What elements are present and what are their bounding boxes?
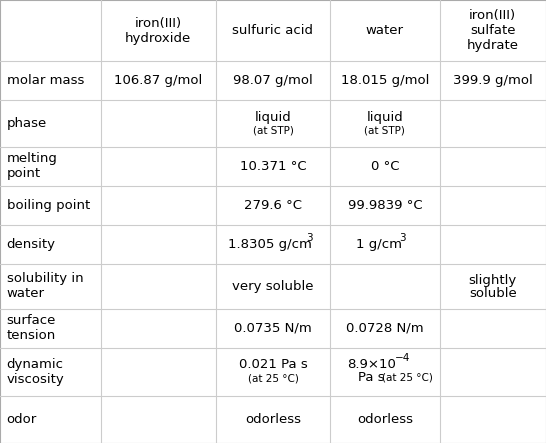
Text: 98.07 g/mol: 98.07 g/mol xyxy=(233,74,313,87)
Text: liquid: liquid xyxy=(254,111,292,124)
Text: 3: 3 xyxy=(306,233,313,243)
Text: water: water xyxy=(366,24,404,37)
Text: boiling point: boiling point xyxy=(7,199,90,212)
Text: 1.8305 g/cm: 1.8305 g/cm xyxy=(228,238,312,251)
Text: 0.021 Pa s: 0.021 Pa s xyxy=(239,358,307,371)
Text: slightly: slightly xyxy=(468,274,517,287)
Text: odorless: odorless xyxy=(357,413,413,426)
Text: melting
point: melting point xyxy=(7,152,57,180)
Text: 1 g/cm: 1 g/cm xyxy=(357,238,402,251)
Text: 10.371 °C: 10.371 °C xyxy=(240,160,306,173)
Text: sulfuric acid: sulfuric acid xyxy=(233,24,313,37)
Text: solubility in
water: solubility in water xyxy=(7,272,83,300)
Text: (at 25 °C): (at 25 °C) xyxy=(382,372,434,382)
Text: iron(III)
sulfate
hydrate: iron(III) sulfate hydrate xyxy=(467,9,519,52)
Text: 99.9839 °C: 99.9839 °C xyxy=(348,199,422,212)
Text: 0.0735 N/m: 0.0735 N/m xyxy=(234,322,312,334)
Text: Pa s: Pa s xyxy=(358,371,384,384)
Text: (at STP): (at STP) xyxy=(253,126,293,136)
Text: 399.9 g/mol: 399.9 g/mol xyxy=(453,74,533,87)
Text: 279.6 °C: 279.6 °C xyxy=(244,199,302,212)
Text: 8.9×10: 8.9×10 xyxy=(347,358,396,370)
Text: phase: phase xyxy=(7,117,47,130)
Text: 0 °C: 0 °C xyxy=(371,160,399,173)
Text: 0.0728 N/m: 0.0728 N/m xyxy=(346,322,424,334)
Text: 18.015 g/mol: 18.015 g/mol xyxy=(341,74,429,87)
Text: dynamic
viscosity: dynamic viscosity xyxy=(7,358,64,386)
Text: very soluble: very soluble xyxy=(232,280,314,293)
Text: odor: odor xyxy=(7,413,37,426)
Text: −4: −4 xyxy=(395,353,411,363)
Text: 3: 3 xyxy=(399,233,406,243)
Text: liquid: liquid xyxy=(366,111,403,124)
Text: odorless: odorless xyxy=(245,413,301,426)
Text: soluble: soluble xyxy=(469,287,517,300)
Text: surface
tension: surface tension xyxy=(7,314,56,342)
Text: iron(III)
hydroxide: iron(III) hydroxide xyxy=(125,17,192,45)
Text: (at STP): (at STP) xyxy=(365,126,405,136)
Text: molar mass: molar mass xyxy=(7,74,84,87)
Text: (at 25 °C): (at 25 °C) xyxy=(247,373,299,383)
Text: density: density xyxy=(7,238,56,251)
Text: 106.87 g/mol: 106.87 g/mol xyxy=(114,74,203,87)
